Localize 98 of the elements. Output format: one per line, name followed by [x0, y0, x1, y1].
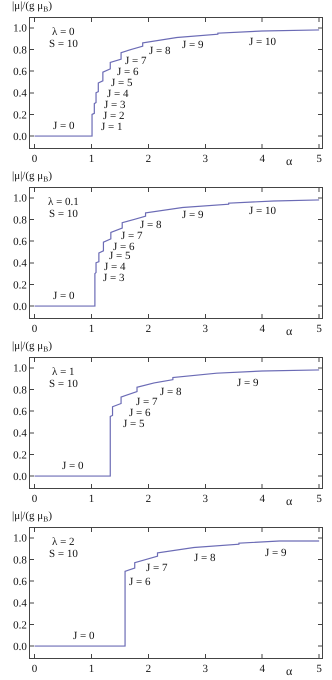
x-tick-label: 0 [32, 323, 38, 336]
annotation: J = 9 [182, 209, 204, 221]
x-axis-title: α [286, 664, 293, 678]
y-tick-label: 0.0 [13, 470, 28, 483]
x-tick-label: 0 [32, 663, 38, 676]
y-tick-label: 1.0 [13, 532, 28, 545]
x-tick-label: 2 [146, 663, 152, 676]
annotation: J = 6 [129, 576, 151, 588]
annotation: J = 9 [182, 39, 204, 51]
annotation: J = 8 [140, 219, 162, 231]
y-tick-label: 0.4 [13, 258, 28, 270]
annotation: λ = 0 [52, 26, 76, 38]
x-tick-label: 1 [88, 663, 94, 676]
x-tick-label: 2 [146, 493, 152, 506]
y-tick-label: 0.4 [13, 88, 28, 100]
annotation: J = 2 [103, 110, 124, 122]
annotation: J = 0 [73, 630, 95, 642]
x-tick-label: 3 [202, 663, 209, 676]
annotation: λ = 1 [52, 366, 75, 378]
annotation: S = 10 [49, 38, 78, 50]
annotation: J = 8 [160, 386, 182, 398]
x-tick-label: 4 [259, 663, 266, 676]
y-tick-label: 0.6 [13, 576, 28, 588]
annotation: J = 0 [53, 290, 75, 302]
line-series [34, 369, 320, 477]
annotation: J = 6 [129, 407, 151, 419]
y-tick-label: 0.6 [13, 66, 28, 78]
annotation: J = 5 [111, 77, 133, 89]
y-tick-label: 1.0 [13, 22, 28, 35]
annotation: J = 4 [104, 261, 126, 273]
x-tick-label: 1 [88, 493, 94, 506]
x-tick-label: 3 [202, 153, 209, 166]
y-tick-label: 0.0 [13, 640, 28, 653]
annotation: J = 10 [249, 205, 276, 217]
y-axis-title: |μ|/(g μ$_{B}$) [12, 510, 52, 524]
y-tick-label: 0.0 [13, 300, 28, 313]
x-tick-label: 5 [316, 493, 322, 506]
x-tick-label: 4 [259, 153, 266, 166]
y-axis-title: |μ|/(g μ$_{B}$) [12, 340, 52, 354]
y-tick-label: 0.4 [13, 428, 28, 440]
y-tick-label: 0.2 [13, 449, 27, 462]
x-axis-title: α [286, 324, 293, 338]
x-tick-label: 3 [202, 323, 209, 336]
x-tick-label: 5 [316, 663, 322, 676]
y-tick-label: 0.6 [13, 406, 28, 418]
line-series [34, 29, 320, 137]
annotation: J = 7 [136, 396, 158, 408]
line-series [34, 199, 320, 307]
y-axis-title: |μ|/(g μ$_{B}$) [12, 170, 52, 184]
annotation: J = 0 [53, 120, 75, 132]
annotation: J = 6 [113, 241, 135, 253]
annotation: J = 6 [117, 66, 139, 78]
annotation: J = 8 [194, 552, 216, 564]
x-tick-label: 5 [316, 153, 322, 166]
annotation: λ = 2 [52, 536, 75, 548]
annotation: J = 0 [62, 460, 84, 472]
annotation: J = 7 [121, 230, 143, 242]
y-tick-label: 0.2 [13, 619, 27, 632]
annotation: J = 3 [103, 272, 125, 284]
x-tick-label: 1 [88, 153, 94, 166]
x-tick-label: 4 [259, 493, 266, 506]
y-tick-label: 0.4 [13, 598, 28, 610]
annotation: J = 4 [107, 88, 129, 100]
y-tick-label: 0.8 [13, 384, 28, 396]
y-tick-label: 1.0 [13, 192, 28, 205]
annotation: S = 10 [49, 208, 78, 220]
annotation: J = 10 [249, 36, 276, 48]
x-axis-title: α [286, 494, 293, 508]
x-tick-label: 5 [316, 323, 322, 336]
annotation: J = 9 [237, 377, 259, 389]
annotation: J = 5 [109, 250, 131, 262]
annotation: J = 7 [125, 55, 147, 67]
y-tick-label: 0.8 [13, 214, 28, 226]
y-tick-label: 0.8 [13, 44, 28, 56]
annotation: S = 10 [49, 378, 78, 390]
x-tick-label: 3 [202, 493, 209, 506]
annotation: J = 7 [146, 562, 168, 574]
y-axis-title: |μ|/(g μ$_{B}$) [12, 0, 52, 14]
x-tick-label: 1 [88, 323, 94, 336]
y-tick-label: 0.8 [13, 554, 28, 566]
y-tick-label: 0.6 [13, 236, 28, 248]
x-axis-title: α [286, 154, 293, 168]
annotation: J = 1 [101, 121, 122, 133]
annotation: J = 9 [265, 547, 287, 559]
annotation: J = 8 [149, 45, 171, 57]
x-tick-label: 0 [32, 493, 38, 506]
x-tick-label: 2 [146, 323, 152, 336]
y-tick-label: 1.0 [13, 362, 28, 375]
y-tick-label: 0.2 [13, 109, 27, 122]
annotation: S = 10 [49, 548, 78, 560]
y-tick-label: 0.2 [13, 279, 27, 292]
annotation: λ = 0.1 [48, 196, 79, 208]
annotation: J = 3 [104, 99, 126, 111]
x-tick-label: 4 [259, 323, 266, 336]
x-tick-label: 2 [146, 153, 152, 166]
x-tick-label: 0 [32, 153, 38, 166]
annotation: J = 5 [123, 418, 145, 430]
y-tick-label: 0.0 [13, 130, 28, 143]
